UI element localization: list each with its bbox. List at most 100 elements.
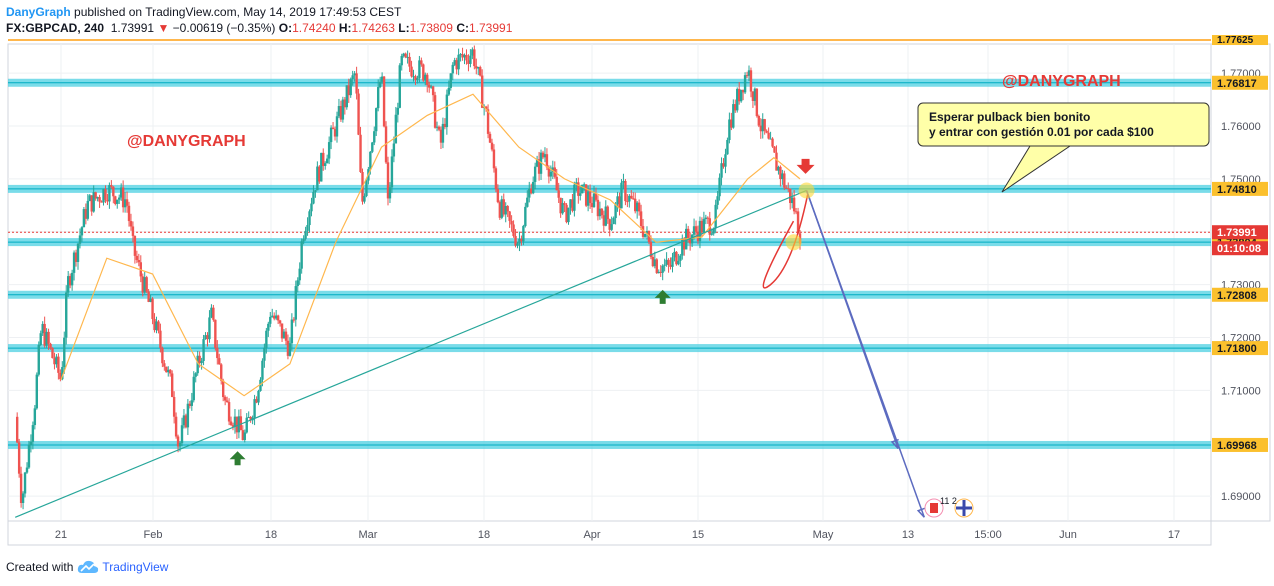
candle-body [200, 360, 203, 364]
candle-body [671, 257, 674, 267]
candle-body [453, 60, 456, 65]
candle-body [771, 138, 774, 147]
candle-body [537, 159, 541, 174]
candle-body [286, 340, 290, 356]
candle-body [180, 425, 184, 444]
candle-body [559, 197, 562, 214]
pullback-curve[interactable] [762, 194, 809, 289]
high-value: 1.74263 [351, 21, 395, 35]
candle-body [702, 219, 706, 233]
candle-body [153, 318, 156, 331]
callout-text-line2: y entrar con gestión 0.01 por cada $100 [929, 125, 1154, 139]
candle-body [55, 356, 58, 365]
candle-body [649, 241, 653, 257]
level-price-tag [1212, 35, 1268, 46]
candle-body [608, 219, 611, 230]
entry-marker[interactable] [785, 234, 802, 251]
callout-box[interactable] [917, 102, 1210, 147]
candle-body [767, 132, 770, 139]
candle-body [17, 442, 21, 474]
candle-body [428, 84, 431, 88]
candle-body [716, 196, 719, 205]
level-price-tag [1212, 341, 1268, 356]
candle-body [284, 331, 288, 341]
candle-body [327, 142, 331, 159]
candle-body [604, 206, 607, 226]
candle-body [127, 205, 131, 222]
candle-body [116, 199, 119, 204]
candle-body [616, 196, 619, 205]
candle-body [212, 307, 215, 320]
candle-body [92, 192, 95, 212]
candle-body [557, 190, 560, 198]
y-tick-label: 1.71000 [1221, 385, 1261, 397]
candle-body [292, 319, 296, 321]
candle-body [622, 180, 625, 183]
candle-body [157, 321, 160, 331]
candle-body [390, 156, 394, 188]
candle-body [76, 243, 80, 262]
candle-body [467, 60, 470, 64]
candle-body [443, 123, 447, 128]
candle-body [288, 343, 292, 356]
projection-line[interactable] [805, 190, 925, 518]
candle-body [673, 251, 676, 258]
candle-body [661, 265, 664, 273]
candle-body [98, 197, 101, 202]
trendline[interactable] [14, 189, 807, 518]
candle-body [590, 203, 594, 208]
candle-body [655, 259, 658, 274]
candle-body [592, 193, 596, 208]
candle-body [404, 53, 407, 58]
candle-body [637, 202, 641, 212]
candle-body [737, 88, 741, 102]
candle-body [337, 106, 341, 117]
candle-body [174, 416, 178, 437]
candle-body [632, 198, 635, 200]
arrow-up-icon[interactable] [654, 289, 671, 304]
candle-body [106, 199, 109, 202]
candle-body [688, 238, 692, 244]
candle-body [628, 195, 631, 202]
candle-body [39, 333, 42, 345]
tradingview-logo[interactable]: TradingView [77, 560, 168, 574]
candle-body [274, 315, 278, 319]
candle-body [373, 131, 376, 143]
candle-body [135, 255, 139, 261]
candle-body [23, 472, 27, 494]
projection-arrowhead-icon [916, 507, 926, 518]
entry-marker[interactable] [798, 182, 815, 199]
candle-body [302, 238, 305, 242]
level-price-label: 1.69968 [1217, 440, 1257, 452]
candle-body [223, 397, 227, 401]
candle-body [565, 204, 568, 223]
candle-body [267, 323, 270, 331]
arrow-down-icon[interactable] [796, 158, 815, 174]
candle-body [577, 182, 580, 196]
arrow-up-icon[interactable] [229, 451, 246, 466]
candle-body [426, 74, 429, 85]
candle-body [359, 134, 362, 173]
candle-body [176, 436, 180, 447]
candle-body [414, 76, 417, 81]
candle-body [343, 99, 347, 108]
candle-body [480, 75, 484, 108]
candle-body [677, 260, 680, 265]
x-tick-label: Jun [1059, 529, 1077, 541]
candle-body [598, 208, 602, 217]
candle-body [247, 416, 250, 418]
time-axis[interactable] [7, 520, 1212, 546]
candle-body [624, 180, 627, 202]
candle-body [94, 192, 97, 199]
candle-body [516, 243, 519, 246]
candle-body [102, 189, 105, 203]
watermark-left: @DANYGRAPH [127, 133, 246, 150]
candle-body [410, 66, 413, 77]
level-price-tag [1212, 75, 1268, 90]
candle-body [524, 206, 527, 227]
candle-body [210, 307, 213, 318]
author-name[interactable]: DanyGraph [6, 5, 71, 19]
created-with-text: Created with [6, 560, 74, 574]
candle-body [65, 292, 68, 338]
